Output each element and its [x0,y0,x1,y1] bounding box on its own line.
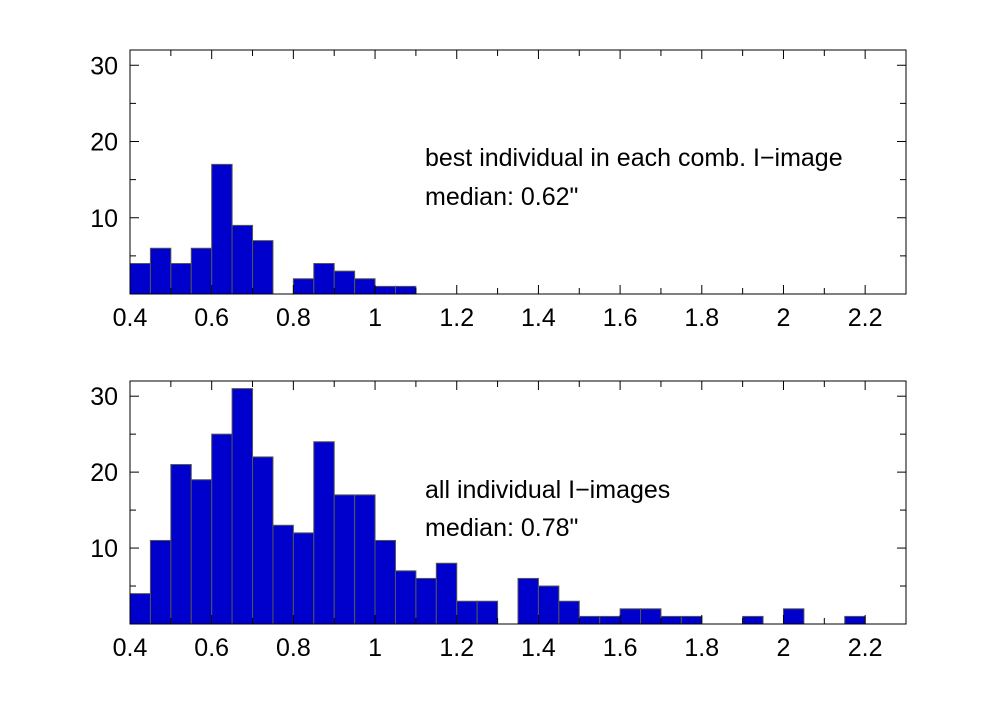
histogram-bar [354,494,376,625]
histogram-bar [599,615,621,625]
histogram-bar [394,570,417,625]
histogram-bar [558,600,580,625]
plot-frame [129,380,907,625]
x-tick-label: 0.6 [194,304,229,332]
x-tick-label: 1.2 [439,634,474,662]
histogram-bar [252,456,274,625]
histogram-bar [129,263,151,295]
x-tick-label: 0.8 [276,304,311,332]
y-tick-label: 20 [90,459,118,487]
annotation-median: median: 0.78" [425,514,578,542]
bottom-histogram-panel: 0.4 0.6 0.8 1 1.2 1.4 1.6 1.8 2 2.2 10 20 30 all indi… [90,380,907,662]
x-tick-label: 1 [368,634,382,662]
histogram-bar [476,600,499,625]
histogram-bar [292,278,315,295]
histogram-bar [435,562,458,625]
x-tick-label: 1.6 [603,304,638,332]
x-tick-label: 1.8 [684,634,719,662]
histogram-bar [272,524,294,625]
histogram-bar [211,163,233,295]
x-tick-label: 1.2 [439,304,474,332]
histogram-bar [190,247,213,295]
histogram-bar [537,585,560,625]
x-tick-label: 0.6 [194,634,229,662]
histogram-bar [170,263,192,295]
y-tick-label: 20 [90,129,118,157]
histogram-bar [149,539,172,625]
histogram-bar [415,577,437,625]
histogram-bar [394,285,417,295]
annotation-median: median: 0.62" [425,183,578,211]
histogram-bar [333,270,356,295]
histogram-bar [680,615,703,625]
x-tick-label: 0.4 [113,634,148,662]
y-tick-label: 10 [90,205,118,233]
histogram-bar [170,464,192,625]
x-tick-label: 2.2 [848,304,883,332]
x-tick-label: 1.4 [521,304,556,332]
x-tick-label: 2.2 [848,634,883,662]
histogram-bar [354,278,376,295]
histogram-bar [292,532,315,625]
x-tick-label: 2 [777,634,791,662]
x-tick-label: 2 [777,304,791,332]
histogram-bar [578,615,601,625]
y-tick-label: 30 [90,52,118,80]
y-tick-label: 10 [90,535,118,563]
x-tick-label: 1.4 [521,634,556,662]
histogram-bar [742,615,764,625]
histogram-bar [374,539,396,625]
histogram-bar [252,240,274,295]
histogram-bar [231,388,254,625]
histogram-bar [619,608,642,625]
histogram-bar [456,600,478,625]
plot-frame [129,49,907,295]
histogram-bar [374,285,396,295]
x-tick-label: 0.4 [113,304,148,332]
histogram-bar [149,247,172,295]
histogram-bar [313,263,335,295]
annotation-caption: best individual in each comb. I−image [425,144,843,172]
x-tick-label: 1.8 [684,304,719,332]
annotation-caption: all individual I−images [425,476,670,504]
top-histogram-panel: 0.4 0.6 0.8 1 1.2 1.4 1.6 1.8 2 2.2 10 20 30 best ind… [90,49,907,332]
x-tick-label: 1.6 [603,634,638,662]
y-tick-label: 30 [90,383,118,411]
histogram-bar [211,433,233,625]
histogram-bar [782,608,805,625]
x-tick-label: 0.8 [276,634,311,662]
histogram-bar [313,441,335,625]
histogram-bar [660,615,682,625]
histogram-bar [517,577,539,625]
histogram-bar [640,608,662,625]
histogram-bar [333,494,356,625]
histogram-bar [231,224,254,295]
x-tick-label: 1 [368,304,382,332]
histogram-bar [844,615,866,625]
histogram-bar [190,479,213,625]
histogram-bar [129,593,151,625]
